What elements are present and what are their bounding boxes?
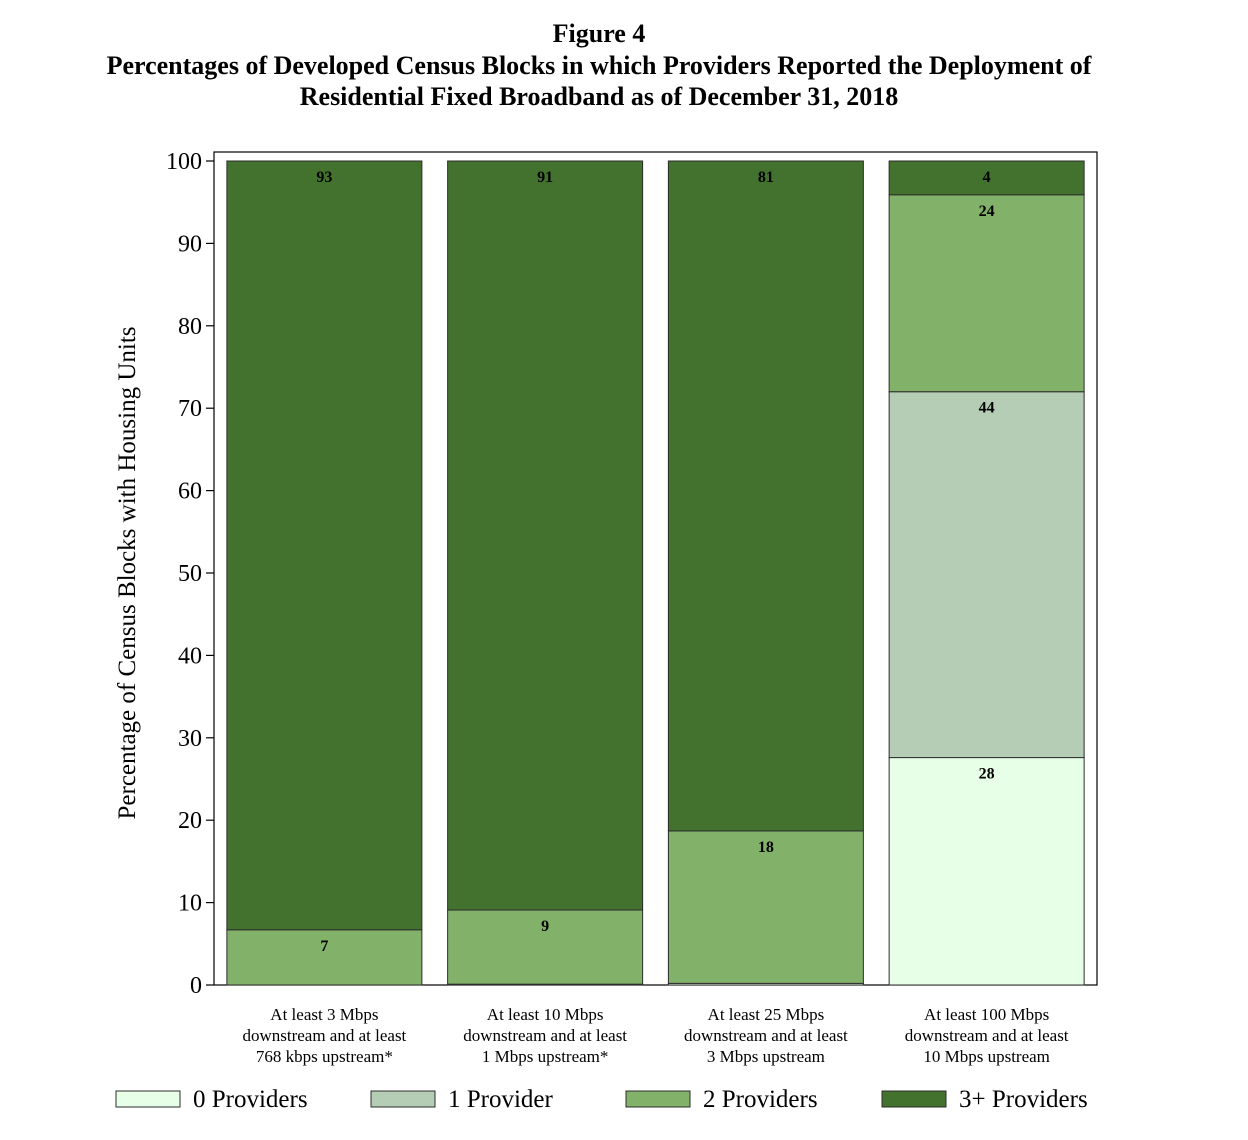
y-tick-label: 0: [190, 973, 202, 999]
bar-segment: [888, 757, 1085, 986]
category-label: 768 kbps upstream*: [256, 1047, 393, 1066]
bar-segment: [667, 160, 864, 832]
data-label: 18: [758, 839, 774, 856]
legend-label: 2 Providers: [703, 1086, 818, 1113]
figure-label: Figure 4: [552, 19, 646, 48]
data-label: 24: [979, 203, 995, 220]
category-label: downstream and at least: [684, 1026, 848, 1045]
data-label: 44: [979, 400, 995, 417]
y-tick-label: 60: [178, 479, 202, 505]
legend-swatch: [625, 1090, 691, 1108]
y-tick-label: 30: [178, 726, 202, 752]
data-label: 9: [541, 918, 549, 935]
bar-segment: [226, 160, 423, 931]
bar-segment: [226, 929, 423, 986]
bar-segment: [888, 160, 1085, 196]
category-label: At least 10 Mbps: [487, 1005, 604, 1024]
y-tick-label: 10: [178, 891, 202, 917]
bar-segment: [447, 160, 644, 911]
category-label: 3 Mbps upstream: [707, 1047, 825, 1066]
y-tick-label: 40: [178, 643, 202, 669]
y-tick-label: 50: [178, 561, 202, 587]
data-label: 28: [979, 766, 995, 783]
category-label: At least 100 Mbps: [924, 1005, 1049, 1024]
bar-segment: [447, 909, 644, 985]
y-tick-label: 80: [178, 314, 202, 340]
legend-swatch: [115, 1090, 181, 1108]
legend-label: 3+ Providers: [959, 1086, 1088, 1113]
category-label: 1 Mbps upstream*: [482, 1047, 609, 1066]
category-label: downstream and at least: [905, 1026, 1069, 1045]
category-label: 10 Mbps upstream: [923, 1047, 1050, 1066]
data-label: 4: [983, 169, 991, 186]
category-label: downstream and at least: [463, 1026, 627, 1045]
y-tick-label: 100: [166, 149, 202, 175]
title-block: Figure 4 Percentages of Developed Census…: [0, 18, 1198, 112]
category-label: At least 25 Mbps: [708, 1005, 825, 1024]
category-label: At least 3 Mbps: [270, 1005, 378, 1024]
plot-frame: [213, 151, 1098, 986]
data-label: 93: [316, 169, 332, 186]
y-tick-label: 90: [178, 231, 202, 257]
bar-segment: [667, 830, 864, 984]
bar-segment: [888, 194, 1085, 393]
bar-segment: [888, 391, 1085, 759]
legend-label: 0 Providers: [193, 1086, 308, 1113]
y-tick-label: 20: [178, 808, 202, 834]
y-axis-label: Percentage of Census Blocks with Housing…: [114, 326, 141, 819]
data-label: 91: [537, 169, 553, 186]
legend-label: 1 Provider: [448, 1086, 554, 1113]
chart-title: Percentages of Developed Census Blocks i…: [106, 51, 1092, 111]
category-label: downstream and at least: [242, 1026, 406, 1045]
legend-swatch: [881, 1090, 947, 1108]
y-tick-label: 70: [178, 396, 202, 422]
data-label: 81: [758, 169, 774, 186]
legend-swatch: [370, 1090, 436, 1108]
data-label: 7: [320, 938, 328, 955]
